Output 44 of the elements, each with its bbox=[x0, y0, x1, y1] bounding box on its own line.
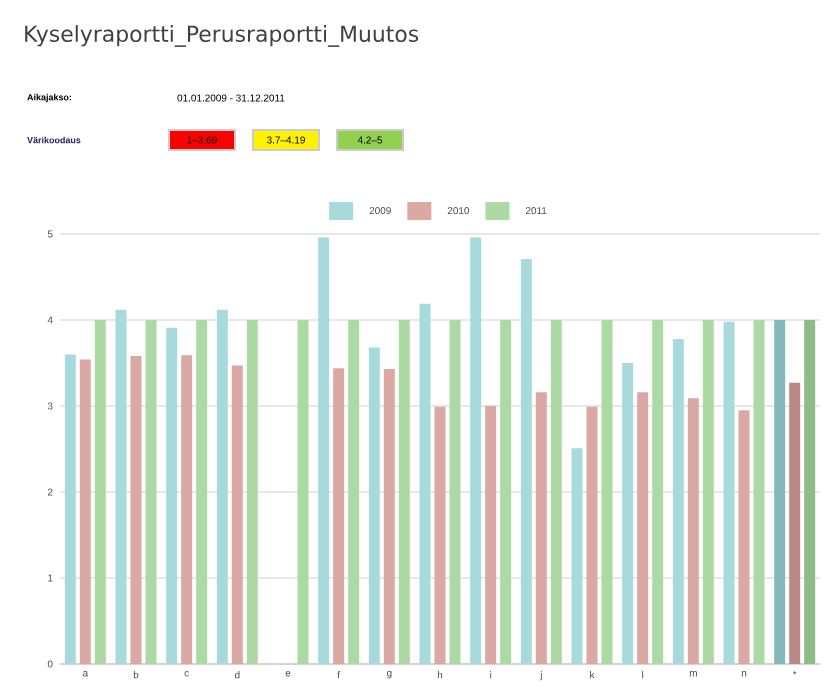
bar bbox=[419, 303, 431, 664]
bar bbox=[550, 319, 562, 664]
bar bbox=[115, 309, 127, 664]
bar bbox=[753, 319, 765, 664]
bar bbox=[297, 319, 309, 664]
bar bbox=[383, 369, 395, 664]
bar bbox=[804, 319, 816, 664]
bar bbox=[368, 347, 380, 664]
bar bbox=[94, 319, 106, 664]
bar bbox=[723, 321, 735, 664]
bar bbox=[774, 319, 786, 664]
bar bbox=[231, 365, 243, 664]
bar bbox=[348, 319, 360, 664]
bar bbox=[333, 368, 345, 664]
bar bbox=[601, 319, 613, 664]
bar bbox=[216, 309, 228, 664]
bar bbox=[318, 237, 330, 664]
bar bbox=[702, 319, 714, 664]
bar bbox=[637, 392, 649, 664]
bar bbox=[145, 319, 157, 664]
bar bbox=[652, 319, 664, 664]
bar bbox=[789, 382, 801, 664]
bar bbox=[535, 392, 547, 664]
bar bbox=[64, 354, 76, 664]
bar bbox=[571, 448, 583, 664]
bar bbox=[470, 237, 482, 664]
bar bbox=[687, 398, 699, 664]
bar bbox=[622, 362, 634, 664]
bar bbox=[485, 406, 497, 664]
bar bbox=[79, 359, 91, 664]
bar bbox=[738, 410, 750, 664]
bar bbox=[449, 319, 461, 664]
bar bbox=[500, 319, 512, 664]
bar bbox=[586, 406, 598, 664]
bar bbox=[434, 406, 446, 664]
bar bbox=[166, 327, 178, 664]
bar bbox=[246, 319, 258, 664]
chart-title: Kyselyraportti_Perusraportti_Muutos bbox=[25, 25, 419, 47]
bar bbox=[181, 355, 193, 664]
bar bbox=[398, 319, 410, 664]
bar bbox=[130, 356, 142, 664]
bar bbox=[672, 338, 684, 664]
bar bbox=[196, 319, 208, 664]
bar bbox=[520, 258, 532, 664]
